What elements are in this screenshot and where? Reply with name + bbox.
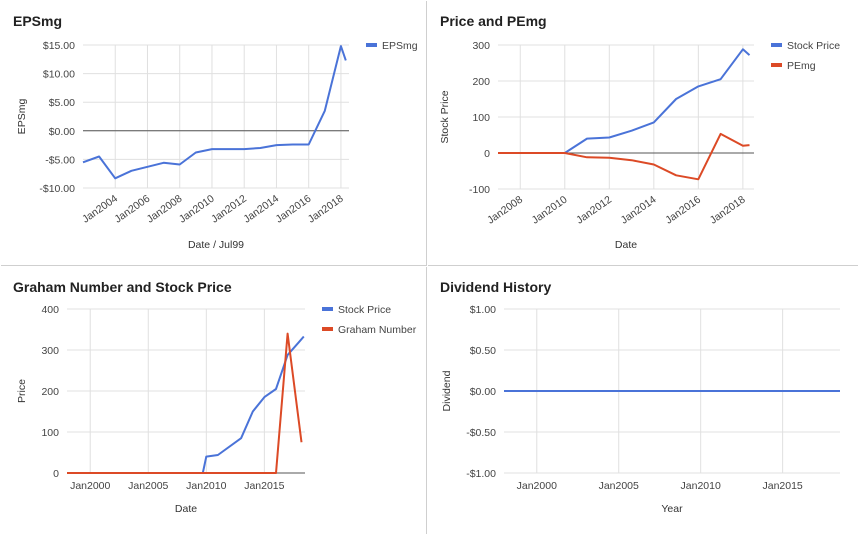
eps-xtick-label: Jan2018 xyxy=(306,193,346,226)
eps-legend-label: EPSmg xyxy=(382,40,418,52)
eps-xlabel: Date / Jul99 xyxy=(188,239,244,251)
dividend-chart: $1.00 $0.50 $0.00 -$0.50 -$1.00 Jan2000 Jan200… xyxy=(441,304,840,515)
dividend-ytick-label: $0.00 xyxy=(470,386,496,398)
price_pe-ytick-label: 300 xyxy=(472,40,490,52)
graham-legend-swatch xyxy=(322,307,333,311)
graham-panel: Graham Number and Stock Price 400 300 200 1… xyxy=(1,267,427,534)
price_pe-xlabel: Date xyxy=(615,239,637,251)
dividend-title: Dividend History xyxy=(440,279,552,295)
graham-ylabel: Price xyxy=(16,379,28,403)
dividend-ytick-label: -$1.00 xyxy=(466,468,496,480)
price_pe-ytick-label: -100 xyxy=(469,184,490,196)
dividend-xtick-label: Jan2000 xyxy=(517,480,557,492)
price_pe-legend-label: Stock Price xyxy=(787,40,840,52)
eps-xtick-label: Jan2008 xyxy=(145,193,185,226)
graham-xtick-label: Jan2015 xyxy=(244,480,284,492)
price_pe-ytick-label: 100 xyxy=(472,112,490,124)
eps-xtick-label: Jan2012 xyxy=(209,193,249,226)
price_pe-xtick-label: Jan2012 xyxy=(574,194,614,227)
eps-panel: EPSmg $15.00 $10.00 $5.00 $0.00 -$5.00 -$10.0… xyxy=(1,1,427,266)
price-pe-title: Price and PEmg xyxy=(440,13,547,29)
eps-ylabel: EPSmg xyxy=(16,99,28,135)
eps-xtick-label: Jan2014 xyxy=(241,193,281,226)
graham-series-stock-price xyxy=(67,335,305,474)
graham-ytick-label: 200 xyxy=(41,386,59,398)
dividend-ytick-label: $0.50 xyxy=(470,345,496,357)
price_pe-xtick-label: Jan2010 xyxy=(530,194,570,227)
eps-ytick-label: $5.00 xyxy=(49,97,75,109)
eps-ytick-label: $10.00 xyxy=(43,69,75,81)
eps-ytick-label: $0.00 xyxy=(49,126,75,138)
graham-legend-swatch xyxy=(322,327,333,331)
price_pe-series-stock-price xyxy=(498,48,751,154)
dividend-panel: Dividend History $1.00 $0.50 $0.00 -$0.50 -$… xyxy=(428,267,858,534)
price_pe-xtick-label: Jan2016 xyxy=(663,194,703,227)
price_pe-legend-swatch xyxy=(771,63,782,67)
price_pe-legend-swatch xyxy=(771,43,782,47)
price_pe-ylabel: Stock Price xyxy=(439,90,451,143)
eps-series-epsmg xyxy=(82,45,347,180)
eps-legend-swatch xyxy=(366,43,377,47)
price-pe-panel: Price and PEmg 300 200 100 0 -100 Jan2008 Jan2… xyxy=(428,1,858,266)
graham-ytick-label: 300 xyxy=(41,345,59,357)
graham-legend-label: Graham Number xyxy=(338,324,417,336)
graham-ytick-label: 100 xyxy=(41,427,59,439)
eps-xtick-label: Jan2010 xyxy=(177,193,217,226)
eps-ytick-label: -$10.00 xyxy=(39,183,75,195)
graham-legend-label: Stock Price xyxy=(338,304,391,316)
eps-xtick-label: Jan2004 xyxy=(80,193,120,226)
graham-title: Graham Number and Stock Price xyxy=(13,279,232,295)
dividend-xlabel: Year xyxy=(661,503,683,515)
eps-ytick-label: $15.00 xyxy=(43,40,75,52)
price_pe-ytick-label: 200 xyxy=(472,76,490,88)
price_pe-series-pemg xyxy=(498,132,750,181)
eps-ytick-label: -$5.00 xyxy=(45,154,75,166)
eps-title: EPSmg xyxy=(13,13,63,29)
dividend-xtick-label: Jan2010 xyxy=(681,480,721,492)
dividend-ytick-label: -$0.50 xyxy=(466,427,496,439)
eps-xtick-label: Jan2016 xyxy=(274,193,314,226)
graham-series-graham-number xyxy=(67,332,303,474)
graham-xlabel: Date xyxy=(175,503,197,515)
price_pe-xtick-label: Jan2018 xyxy=(708,194,748,227)
dividend-ytick-label: $1.00 xyxy=(470,304,496,316)
eps-xtick-label: Jan2006 xyxy=(112,193,152,226)
graham-xtick-label: Jan2005 xyxy=(128,480,168,492)
eps-chart: $15.00 $10.00 $5.00 $0.00 -$5.00 -$10.00 Jan20… xyxy=(16,40,418,251)
price_pe-ytick-label: 0 xyxy=(484,148,490,160)
graham-xtick-label: Jan2000 xyxy=(70,480,110,492)
price_pe-legend-label: PEmg xyxy=(787,60,816,72)
graham-ytick-label: 400 xyxy=(41,304,59,316)
dividend-xtick-label: Jan2005 xyxy=(599,480,639,492)
dividend-xtick-label: Jan2015 xyxy=(762,480,802,492)
graham-xtick-label: Jan2010 xyxy=(186,480,226,492)
price_pe-xtick-label: Jan2014 xyxy=(619,194,659,227)
graham-ytick-label: 0 xyxy=(53,468,59,480)
price_pe-xtick-label: Jan2008 xyxy=(485,194,525,227)
dividend-ylabel: Dividend xyxy=(441,370,453,411)
graham-chart: 400 300 200 100 0 Jan2000 Jan2005 Jan2010 Jan201… xyxy=(16,304,417,515)
